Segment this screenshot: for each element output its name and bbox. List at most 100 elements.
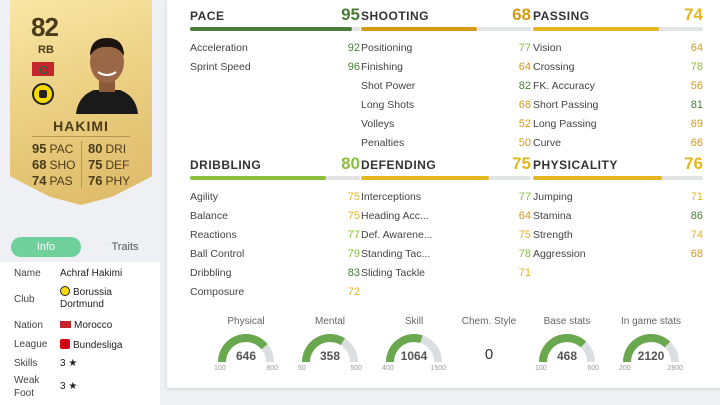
gauge-min: 100 [214, 365, 226, 372]
stat-value: 56 [690, 80, 703, 92]
stat-label: FK. Accuracy [533, 80, 595, 92]
club-line-2[interactable]: Dortmund [60, 299, 104, 310]
left-panel: 82 RB HAKIMI 95 PAC 80 DRI 68 SHO 75 DEF 74 P… [0, 0, 160, 405]
stat-value: 52 [518, 118, 531, 130]
gauge-min: 50 [298, 365, 306, 372]
gauge-fill [386, 334, 423, 363]
stat-value: 64 [518, 210, 531, 222]
stats-panel: PACE 95 Acceleration 92 Sprint Speed 96 SHOO… [167, 0, 720, 388]
card-stat-pac: 95 PAC [32, 141, 74, 156]
gauge-label: Physical [227, 316, 265, 327]
gauge-arc [302, 334, 358, 363]
stat-label: Penalties [361, 137, 405, 149]
card-rating: 82 [31, 12, 59, 42]
gauge-value: 358 [319, 349, 341, 363]
gauge-fill [623, 334, 671, 363]
category-value: 75 [512, 154, 531, 173]
nation-link[interactable]: Morocco [74, 320, 113, 331]
stat-label: Crossing [533, 61, 575, 73]
category-value: 95 [341, 5, 360, 24]
stat-value: 71 [518, 267, 531, 279]
stat-row: Stamina 86 [533, 207, 703, 226]
category-bar [190, 176, 360, 180]
category-bar [533, 176, 703, 180]
league-link[interactable]: Bundesliga [73, 340, 123, 351]
stat-row: Standing Tac... 78 [361, 245, 531, 264]
dortmund-crest-icon [60, 286, 70, 296]
stat-label: Dribbling [190, 267, 232, 279]
tab-traits[interactable]: Traits [111, 241, 139, 253]
stat-row: FK. Accuracy 56 [533, 77, 703, 96]
gauge-max: 2800 [667, 365, 683, 372]
gauge-value: 646 [235, 349, 257, 363]
gauge-base-stats: Base stats 468 100 600 [527, 316, 607, 376]
gauge-skill: Skill 1064 400 1500 [374, 316, 454, 376]
category-dribbling: DRIBBLING 80 Agility 75 Balance 75 Reactions 7… [190, 151, 360, 302]
category-bar [361, 27, 531, 31]
stat-label: Vision [533, 42, 562, 54]
gauge-fill [302, 334, 345, 363]
stat-label: Strength [533, 229, 573, 241]
gauge-value: 468 [556, 349, 578, 363]
gauge-mental: Mental 358 50 500 [290, 316, 370, 376]
gauge-arc [539, 334, 595, 363]
stat-row: Finishing 64 [361, 58, 531, 77]
card-vertical-divider [81, 141, 82, 189]
tab-info[interactable]: Info [11, 237, 81, 257]
stat-label: Sprint Speed [190, 61, 251, 73]
stat-row: Short Passing 81 [533, 96, 703, 115]
stat-label: Volleys [361, 118, 395, 130]
gauge-fill [539, 334, 587, 363]
stat-row: Shot Power 82 [361, 77, 531, 96]
card-stat-def: 75 DEF [88, 157, 130, 172]
stat-label: Stamina [533, 210, 572, 222]
stat-value: 68 [690, 248, 703, 260]
stat-label: Finishing [361, 61, 404, 73]
stat-value: 78 [690, 61, 703, 73]
category-value: 68 [512, 5, 531, 24]
stat-label: Standing Tac... [361, 248, 431, 260]
stat-row: Composure 72 [190, 283, 360, 302]
stat-label: Jumping [533, 191, 573, 203]
chem-style: Chem. Style 0 [454, 316, 524, 376]
stat-label: Heading Acc... [361, 210, 429, 222]
stat-value: 71 [690, 191, 703, 203]
gauge-arc [386, 334, 442, 363]
category-shooting: SHOOTING 68 Positioning 77 Finishing 64 Shot … [361, 2, 531, 153]
stat-value: 75 [347, 210, 360, 222]
gauge-max: 1500 [430, 365, 446, 372]
stat-row: Positioning 77 [361, 39, 531, 58]
stat-value: 92 [347, 42, 360, 54]
chem-style-value: 0 [484, 346, 494, 363]
gauge-label: In game stats [620, 316, 682, 327]
stat-value: 78 [518, 248, 531, 260]
card-divider [32, 136, 130, 137]
stat-label: Balance [190, 210, 228, 222]
stat-label: Def. Awarene... [361, 229, 433, 241]
category-defending: DEFENDING 75 Interceptions 77 Heading Acc..… [361, 151, 531, 283]
stat-value: 72 [347, 286, 360, 298]
stat-row: Curve 66 [533, 134, 703, 153]
stat-label: Shot Power [361, 80, 416, 92]
gauge-physical: Physical 646 100 800 [206, 316, 286, 376]
card-position: RB [38, 44, 54, 56]
gauge-label: Mental [314, 316, 345, 327]
stat-value: 77 [518, 42, 531, 54]
player-info-list: Name Achraf Hakimi Club Borussia Dortmun… [0, 262, 160, 405]
gauge-min: 100 [535, 365, 547, 372]
stat-value: 66 [690, 137, 703, 149]
chem-style-label: Chem. Style [461, 316, 517, 327]
stat-label: Interceptions [361, 191, 422, 203]
stat-row: Interceptions 77 [361, 188, 531, 207]
stat-row: Crossing 78 [533, 58, 703, 77]
club-line-1[interactable]: Borussia [73, 287, 112, 298]
stat-row: Sliding Tackle 71 [361, 264, 531, 283]
stat-row: Penalties 50 [361, 134, 531, 153]
stat-value: 83 [347, 267, 360, 279]
stat-label: Reactions [190, 229, 237, 241]
gauge-arc [218, 334, 274, 363]
stat-value: 64 [690, 42, 703, 54]
stat-value: 81 [690, 99, 703, 111]
stat-row: Dribbling 83 [190, 264, 360, 283]
stat-value: 68 [518, 99, 531, 111]
